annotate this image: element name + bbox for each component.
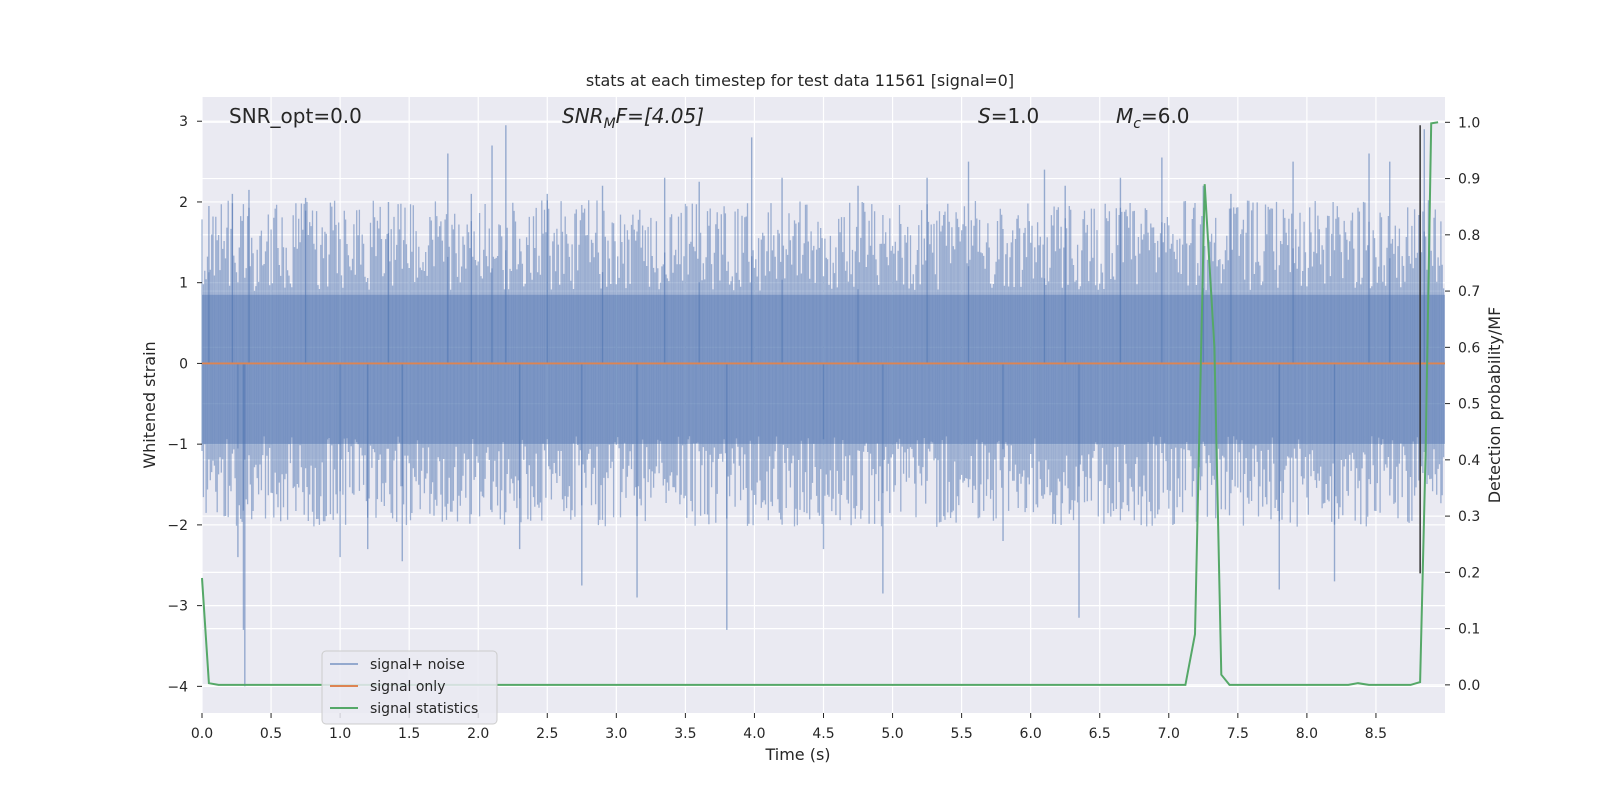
annotation-mc: Mc=6.0 <box>1116 104 1190 132</box>
x-tick-label: 3.5 <box>674 726 696 742</box>
x-tick-label: 7.5 <box>1227 726 1249 742</box>
x-axis-label: Time (s) <box>764 745 830 764</box>
y2-tick-label: 0.7 <box>1458 284 1480 300</box>
x-tick-label: 2.5 <box>536 726 558 742</box>
y2-tick-label: 0.6 <box>1458 340 1480 356</box>
y-tick-label: 0 <box>179 356 188 372</box>
x-tick-label: 1.5 <box>398 726 420 742</box>
annotation-s: S=1.0 <box>978 104 1039 128</box>
legend-label-signal-only: signal only <box>370 679 445 695</box>
legend-box <box>321 650 498 725</box>
x-tick-label: 1.0 <box>329 726 351 742</box>
y-tick-label: −2 <box>167 518 188 534</box>
signal-noise-series <box>201 125 1445 687</box>
y-tick-label: −4 <box>167 679 188 695</box>
legend-label-signal-statistics: signal statistics <box>370 701 478 717</box>
y-tick-label: 2 <box>179 195 188 211</box>
y2-tick-label: 0.9 <box>1458 172 1480 188</box>
x-tick-label: 8.0 <box>1296 726 1318 742</box>
y-tick-label: 1 <box>179 276 188 292</box>
tick-labels: 0.0 0.5 1.0 1.5 2.0 2.5 3.0 3.5 4.0 4.5 5.0 5.5 6.0 6… <box>167 114 1480 742</box>
x-tick-label: 7.0 <box>1158 726 1180 742</box>
x-tick-label: 8.5 <box>1365 726 1387 742</box>
legend: signal+ noise signal only signal statist… <box>321 650 498 725</box>
y2-tick-label: 0.2 <box>1458 565 1480 581</box>
x-tick-label: 5.0 <box>881 726 903 742</box>
y2-tick-label: 0.5 <box>1458 397 1480 413</box>
y2-tick-label: 0.8 <box>1458 228 1480 244</box>
annotation-snr-opt: SNR_opt=0.0 <box>229 104 362 128</box>
y2-tick-label: 0.0 <box>1458 678 1480 694</box>
y-axis-label: Whitened strain <box>140 341 159 468</box>
y2-tick-label: 0.3 <box>1458 509 1480 525</box>
x-tick-label: 5.5 <box>950 726 972 742</box>
y-tick-label: −1 <box>167 437 188 453</box>
y2-axis-label: Detection probability/MF <box>1485 307 1504 504</box>
chart-title: stats at each timestep for test data 115… <box>586 71 1014 90</box>
x-tick-label: 4.0 <box>743 726 765 742</box>
x-tick-label: 0.5 <box>260 726 282 742</box>
x-tick-label: 0.0 <box>191 726 213 742</box>
y-tick-label: −3 <box>167 599 188 615</box>
x-tick-label: 6.0 <box>1020 726 1042 742</box>
x-tick-label: 2.0 <box>467 726 489 742</box>
annotation-snr-mf: SNRMF=[4.05] <box>562 104 704 132</box>
y-tick-label: 3 <box>179 114 188 130</box>
y2-tick-label: 1.0 <box>1458 115 1480 131</box>
legend-label-signal-noise: signal+ noise <box>370 657 465 673</box>
x-tick-label: 4.5 <box>812 726 834 742</box>
x-tick-label: 6.5 <box>1089 726 1111 742</box>
y2-tick-label: 0.4 <box>1458 453 1480 469</box>
y2-tick-label: 0.1 <box>1458 622 1480 638</box>
x-tick-label: 3.0 <box>605 726 627 742</box>
